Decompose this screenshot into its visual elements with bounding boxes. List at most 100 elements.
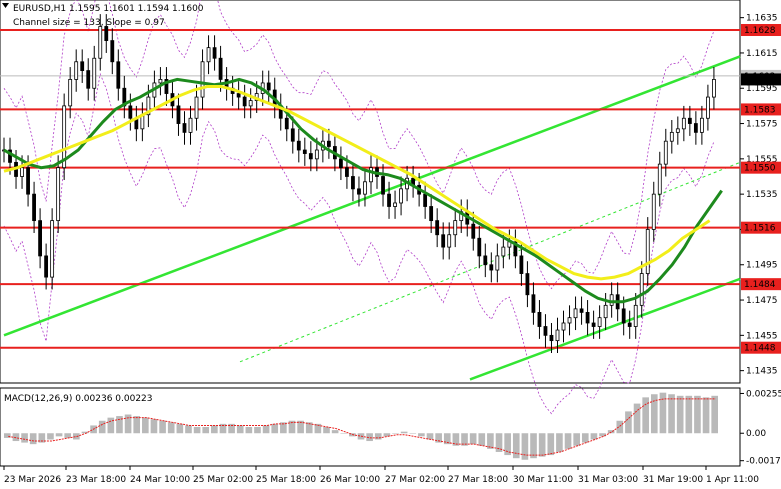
candle-body bbox=[657, 163, 662, 195]
level-label-bg bbox=[741, 341, 781, 354]
macd-hist-bar bbox=[314, 423, 322, 434]
regression-channel bbox=[3, 55, 741, 381]
macd-hist-bar bbox=[625, 411, 632, 434]
level-label: 1.1448 bbox=[744, 344, 776, 354]
dropdown-triangle-icon[interactable] bbox=[2, 3, 9, 8]
macd-hist-bar bbox=[64, 433, 72, 438]
candle-body bbox=[423, 193, 428, 207]
candle-body bbox=[164, 79, 169, 94]
macd-hist-bar bbox=[150, 419, 158, 434]
x-tick-label: 30 Mar 11:00 bbox=[513, 475, 573, 485]
macd-hist-bar bbox=[297, 420, 304, 434]
candle-body bbox=[712, 79, 716, 98]
candle-body bbox=[579, 308, 584, 313]
macd-hist-bar bbox=[564, 433, 572, 449]
x-tick-label: 25 Mar 18:00 bbox=[256, 475, 316, 485]
candle-body bbox=[651, 193, 656, 230]
candle-body bbox=[706, 96, 710, 119]
candle-body bbox=[284, 117, 289, 130]
y-tick-label: 1.1455 bbox=[746, 331, 778, 341]
candle-body bbox=[32, 193, 36, 222]
candle-body bbox=[242, 96, 247, 107]
envelope-lower bbox=[3, 72, 715, 415]
macd-hist-bar bbox=[461, 433, 468, 446]
candle-body bbox=[351, 176, 355, 190]
macd-hist-bar bbox=[55, 433, 63, 437]
price-axis: 1.1635 1.1615 1.1595 1.1575 1.1555 1.1535 1.15… bbox=[740, 14, 781, 377]
candle-body bbox=[314, 149, 319, 160]
candle-body bbox=[80, 61, 85, 71]
candle-body bbox=[663, 140, 668, 165]
macd-hist-bar bbox=[38, 433, 46, 443]
macd-hist-bar bbox=[702, 397, 710, 434]
macd-hist-bar bbox=[469, 433, 477, 445]
candle-body bbox=[393, 202, 397, 207]
candle-body bbox=[38, 220, 42, 257]
macd-hist-bar bbox=[409, 433, 417, 434]
candle-body bbox=[98, 26, 103, 59]
candle-body bbox=[549, 334, 554, 342]
macd-hist-bar bbox=[711, 395, 718, 434]
x-tick-label: 27 Mar 02:00 bbox=[385, 475, 445, 485]
macd-hist-bar bbox=[142, 417, 149, 434]
macd-hist-bar bbox=[219, 423, 227, 434]
macd-hist-bar bbox=[331, 430, 339, 434]
macd-hist-bar bbox=[685, 395, 693, 434]
macd-hist-bar bbox=[124, 414, 132, 434]
macd-hist-bar bbox=[435, 433, 442, 443]
price-pane-frame bbox=[0, 0, 741, 384]
current-price-label: 1.1600 bbox=[744, 75, 776, 85]
candle-body bbox=[92, 57, 97, 89]
macd-hist-bar bbox=[650, 394, 658, 434]
candle-body bbox=[573, 308, 578, 319]
level-label-bg bbox=[741, 161, 781, 174]
candle-body bbox=[326, 140, 331, 147]
candle-body bbox=[471, 223, 476, 239]
candle-body bbox=[218, 57, 223, 80]
x-tick-label: 25 Mar 02:00 bbox=[193, 475, 253, 485]
macd-hist-bar bbox=[236, 425, 244, 434]
envelope-bands bbox=[3, 0, 715, 415]
level-label: 1.1550 bbox=[744, 164, 776, 174]
candle-body bbox=[585, 312, 590, 324]
candle-body bbox=[543, 326, 548, 336]
candle-body bbox=[537, 312, 542, 327]
time-axis: 23 Mar 2026 23 Mar 18:00 24 Mar 10:00 25 Ma… bbox=[3, 466, 759, 485]
macd-hist-bar bbox=[392, 433, 399, 434]
macd-hist-bar bbox=[159, 420, 166, 434]
candle-body bbox=[555, 329, 560, 342]
y-tick-label: 1.1535 bbox=[746, 190, 778, 200]
candle-body bbox=[146, 96, 151, 116]
candle-body bbox=[399, 188, 403, 204]
macd-hist-bar bbox=[426, 433, 434, 440]
candle-body bbox=[182, 123, 187, 133]
candle-body bbox=[296, 140, 301, 151]
candle-body bbox=[20, 167, 24, 177]
candle-body bbox=[645, 229, 650, 274]
candle-body bbox=[363, 181, 367, 195]
macd-hist-bar bbox=[512, 433, 520, 459]
macd-hist-bar bbox=[12, 433, 20, 442]
macd-hist-bar bbox=[47, 433, 54, 440]
candle-body bbox=[50, 220, 55, 278]
x-tick-label: 31 Mar 19:00 bbox=[643, 475, 703, 485]
candle-body bbox=[627, 322, 632, 327]
macd-hist-bar bbox=[581, 433, 589, 443]
macd-hist-bar bbox=[176, 423, 184, 434]
level-label-bg bbox=[741, 221, 781, 234]
macd-hist-bar bbox=[478, 433, 486, 446]
macd-hist-bar bbox=[323, 427, 330, 434]
candle-body bbox=[639, 273, 644, 306]
macd-hist-bar bbox=[245, 427, 253, 434]
candle-body bbox=[531, 294, 536, 313]
macd-indicator: 0.00255 0.00 -0.00176 bbox=[4, 389, 781, 467]
channel-lower-line bbox=[469, 277, 741, 381]
macd-y-tick-label: 0.00255 bbox=[746, 389, 781, 399]
macd-hist-bar bbox=[98, 420, 106, 434]
envelope-upper bbox=[3, 0, 715, 290]
candle-body bbox=[212, 47, 217, 59]
macd-hist-bar bbox=[418, 433, 425, 437]
candle-body bbox=[453, 220, 458, 236]
channel-upper-line bbox=[3, 55, 741, 337]
